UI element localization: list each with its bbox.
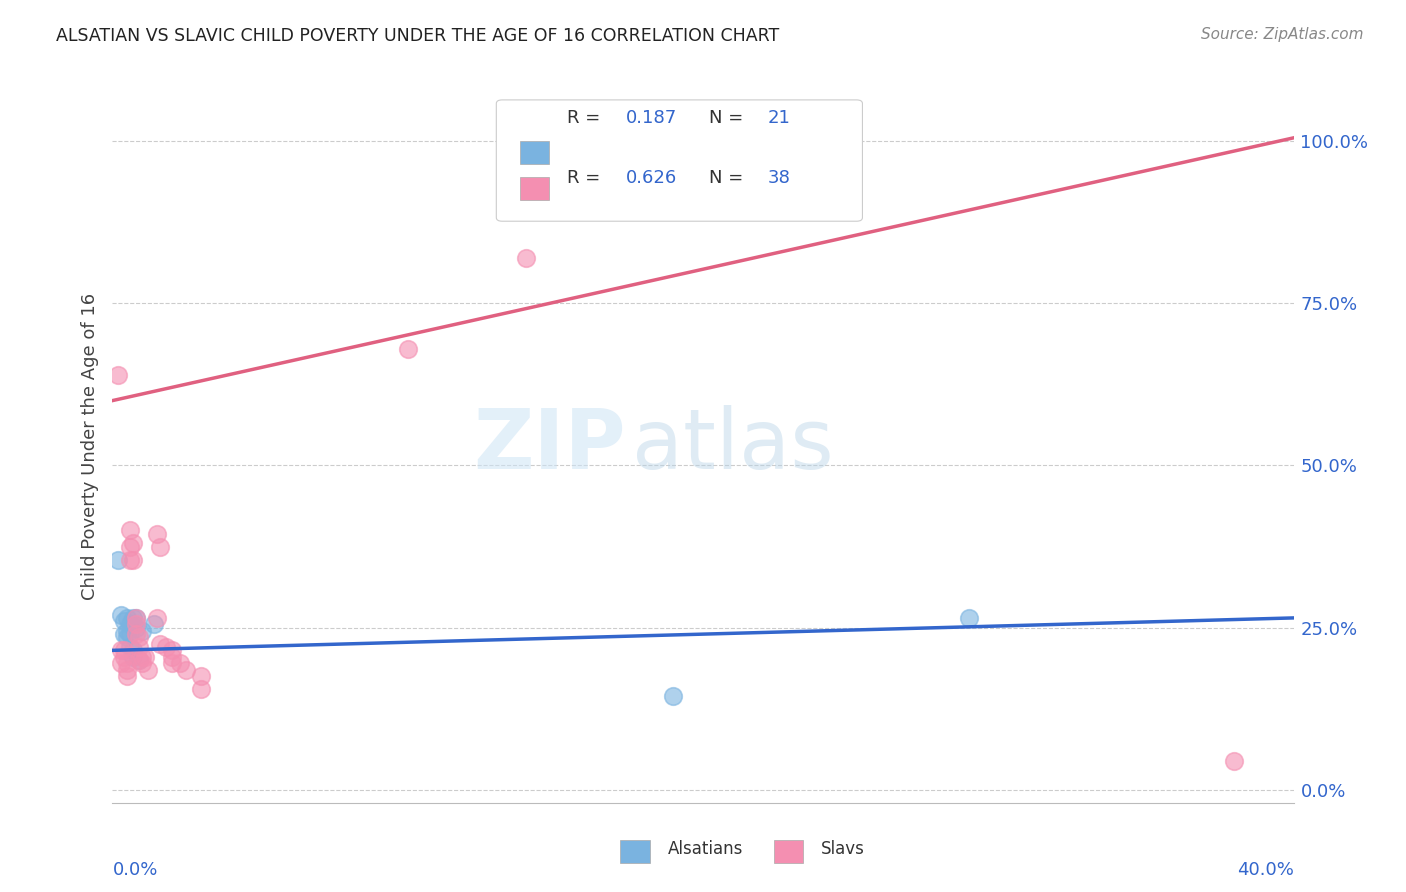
Point — [112, 643, 135, 657]
Point — [120, 627, 142, 641]
Text: 38: 38 — [768, 169, 790, 187]
Point — [117, 611, 138, 625]
FancyBboxPatch shape — [496, 100, 862, 221]
Point — [131, 649, 153, 664]
Text: N =: N = — [709, 109, 749, 127]
Point — [125, 627, 148, 641]
Point — [142, 617, 165, 632]
Point — [125, 617, 148, 632]
FancyBboxPatch shape — [520, 177, 550, 200]
Point — [120, 552, 142, 566]
Point — [125, 621, 148, 635]
Point — [662, 689, 685, 703]
Point — [120, 524, 142, 538]
Point — [122, 536, 145, 550]
Point — [128, 640, 150, 654]
FancyBboxPatch shape — [773, 840, 803, 863]
Point — [128, 653, 150, 667]
Point — [122, 643, 145, 657]
Point — [155, 640, 177, 654]
Text: R =: R = — [567, 169, 606, 187]
Point — [160, 649, 183, 664]
Text: ZIP: ZIP — [474, 406, 626, 486]
Point — [146, 611, 169, 625]
Point — [149, 540, 172, 554]
Point — [107, 368, 129, 382]
Text: 0.187: 0.187 — [626, 109, 678, 127]
Point — [122, 649, 145, 664]
Point — [120, 640, 142, 654]
Text: Alsatians: Alsatians — [668, 840, 742, 858]
Point — [117, 657, 138, 671]
Text: 40.0%: 40.0% — [1237, 861, 1294, 880]
Y-axis label: Child Poverty Under the Age of 16: Child Poverty Under the Age of 16 — [80, 293, 98, 599]
Text: R =: R = — [567, 109, 606, 127]
Point — [131, 657, 153, 671]
Point — [122, 552, 145, 566]
Point — [128, 653, 150, 667]
Text: Source: ZipAtlas.com: Source: ZipAtlas.com — [1201, 27, 1364, 42]
Text: 0.0%: 0.0% — [112, 861, 157, 880]
Point — [112, 649, 135, 664]
Point — [125, 611, 148, 625]
Point — [190, 669, 212, 683]
Point — [396, 342, 419, 356]
Point — [120, 617, 142, 632]
Point — [110, 643, 132, 657]
Point — [131, 624, 153, 638]
Point — [117, 631, 138, 645]
Text: ALSATIAN VS SLAVIC CHILD POVERTY UNDER THE AGE OF 16 CORRELATION CHART: ALSATIAN VS SLAVIC CHILD POVERTY UNDER T… — [56, 27, 779, 45]
Text: 21: 21 — [768, 109, 790, 127]
Point — [120, 540, 142, 554]
Point — [134, 649, 156, 664]
FancyBboxPatch shape — [520, 141, 550, 164]
Text: Slavs: Slavs — [821, 840, 865, 858]
Point — [122, 617, 145, 632]
Point — [112, 614, 135, 628]
Point — [117, 624, 138, 638]
Point — [146, 526, 169, 541]
Point — [160, 643, 183, 657]
Point — [515, 251, 537, 265]
Point — [110, 657, 132, 671]
Point — [117, 669, 138, 683]
Point — [957, 611, 980, 625]
Point — [117, 663, 138, 677]
Text: atlas: atlas — [633, 406, 834, 486]
FancyBboxPatch shape — [620, 840, 650, 863]
Point — [169, 657, 191, 671]
Point — [122, 611, 145, 625]
Point — [149, 637, 172, 651]
Point — [136, 663, 159, 677]
Point — [174, 663, 197, 677]
Point — [112, 627, 135, 641]
Point — [125, 611, 148, 625]
Point — [107, 552, 129, 566]
Point — [110, 607, 132, 622]
Text: 0.626: 0.626 — [626, 169, 678, 187]
Point — [160, 657, 183, 671]
Point — [190, 682, 212, 697]
Point — [1223, 754, 1246, 768]
Text: N =: N = — [709, 169, 749, 187]
Point — [128, 631, 150, 645]
